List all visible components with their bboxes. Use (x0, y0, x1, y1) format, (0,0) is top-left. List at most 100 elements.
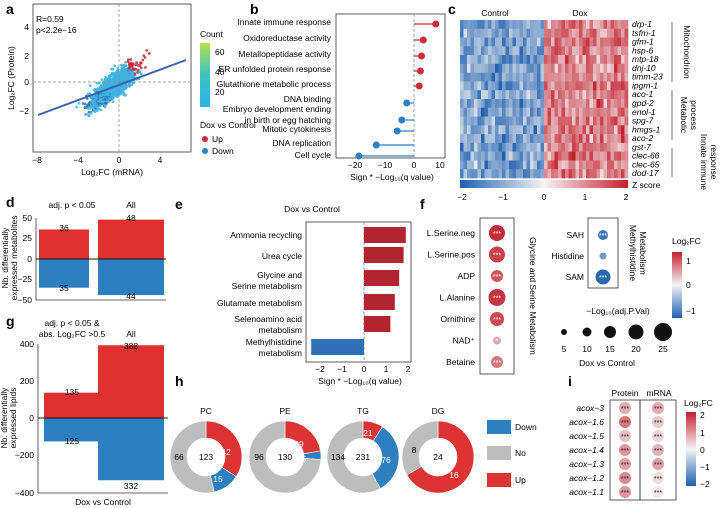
heatmap-cell (477, 37, 482, 47)
heatmap-cell (491, 37, 496, 47)
heatmap-cell (477, 46, 482, 56)
heatmap-cell (526, 81, 531, 91)
heatmap-cell (467, 72, 471, 82)
heatmap-cell (547, 134, 552, 144)
heatmap-cell (523, 20, 527, 30)
heatmap-cell (554, 134, 559, 144)
heatmap-cell (463, 116, 468, 126)
heatmap-cell (540, 55, 545, 65)
scatter-point (93, 100, 96, 104)
heatmap-cell (467, 37, 471, 47)
mrna-dot (652, 486, 664, 498)
heatmap-cell (526, 107, 531, 117)
size-legend: 5 10 15 20 25 (561, 323, 672, 354)
heatmap-cell (530, 20, 534, 30)
heatmap-cell (582, 20, 587, 30)
heatmap-cell (477, 169, 482, 179)
size-legend-dot (561, 329, 567, 335)
heatmap-cell (554, 20, 559, 30)
gene-label: acox−1.5 (569, 431, 604, 441)
heatmap-cell (582, 107, 587, 117)
heatmap-cell (505, 151, 510, 161)
heatmap-cell (481, 160, 485, 170)
heatmap-cell (607, 125, 611, 135)
heatmap-cell (596, 63, 601, 73)
slice-label: 134 (331, 452, 345, 462)
group-header: All (126, 200, 136, 210)
heatmap-cell (603, 90, 608, 100)
heatmap-cell (568, 37, 573, 47)
heatmap-cell (463, 28, 468, 38)
heatmap-cell (502, 99, 506, 109)
scatter-point (99, 104, 102, 107)
gene-label: gfm-1 (632, 37, 654, 47)
heatmap-cell (561, 46, 566, 56)
heatmap-cell (526, 116, 531, 126)
heatmap-cell (463, 20, 468, 30)
y-tick: 0 (27, 254, 32, 264)
heatmap-cell (537, 99, 541, 109)
term-label: Mitotic cytokinesis (263, 124, 332, 134)
heatmap-cell (610, 125, 615, 135)
donut-total: 24 (433, 452, 443, 462)
cb-tick: 2 (624, 192, 629, 202)
heatmap-cell (484, 160, 489, 170)
heatmap-cell (589, 28, 594, 38)
donut-total: 231 (356, 452, 370, 462)
heatmap-cell (516, 151, 520, 161)
heatmap-cell (519, 142, 524, 152)
heatmap-cell (488, 142, 492, 152)
heatmap-cell (575, 72, 580, 82)
scatter-point (122, 93, 126, 97)
heatmap-cell (484, 81, 489, 91)
heatmap-cell (572, 116, 576, 126)
heatmap-cell (498, 151, 503, 161)
lollipop-dot (432, 20, 440, 28)
heatmap-cell (498, 55, 503, 65)
heatmap-cell (484, 169, 489, 179)
heatmap-cell (533, 37, 538, 47)
heatmap-cell (603, 72, 608, 82)
heatmap-cell (530, 55, 534, 65)
heatmap-cell (582, 37, 587, 47)
heatmap-cell (565, 99, 569, 109)
heatmap-cell (544, 169, 548, 179)
heatmap-cell (523, 55, 527, 65)
significance-stars: *** (621, 406, 629, 413)
heatmap-cell (558, 160, 562, 170)
gene-label: mtp-18 (632, 54, 659, 64)
heatmap-cell (474, 55, 478, 65)
heatmap-cell (614, 125, 618, 135)
x-axis-label: Log₂FC (mRNA) (81, 167, 143, 177)
heatmap-cell (624, 46, 629, 56)
metabolite-label: ADP (458, 271, 476, 281)
dot-frame-1 (479, 217, 515, 375)
heatmap-cell (579, 142, 583, 152)
scatter-point (110, 67, 113, 71)
heatmap-cell (526, 125, 531, 135)
y-tick: −50 (18, 295, 33, 305)
heatmap-cell (544, 28, 548, 38)
heatmap-cell (488, 90, 492, 100)
heatmap-cell (568, 134, 573, 144)
heatmap-cell (474, 134, 478, 144)
heatmap-cell (551, 37, 555, 47)
heatmap-cell (533, 107, 538, 117)
x-tick: −2 (315, 364, 325, 374)
term-label: DNA binding (284, 94, 332, 104)
heatmap-cell (582, 46, 587, 56)
log2fc-colorbar (672, 252, 682, 318)
scatter-point (148, 52, 151, 55)
heatmap-cell (621, 142, 625, 152)
heatmap-cell (565, 72, 569, 82)
heatmap-cell (502, 90, 506, 100)
heatmap-cell (607, 142, 611, 152)
heatmap-cell (610, 81, 615, 91)
scatter-point (129, 62, 133, 65)
heatmap-cell (516, 116, 520, 126)
heatmap-cell (530, 169, 534, 179)
heatmap-cell (505, 99, 510, 109)
heatmap-cell (505, 169, 510, 179)
cb-label: Z score (632, 180, 661, 190)
heatmap-cell (474, 81, 478, 91)
